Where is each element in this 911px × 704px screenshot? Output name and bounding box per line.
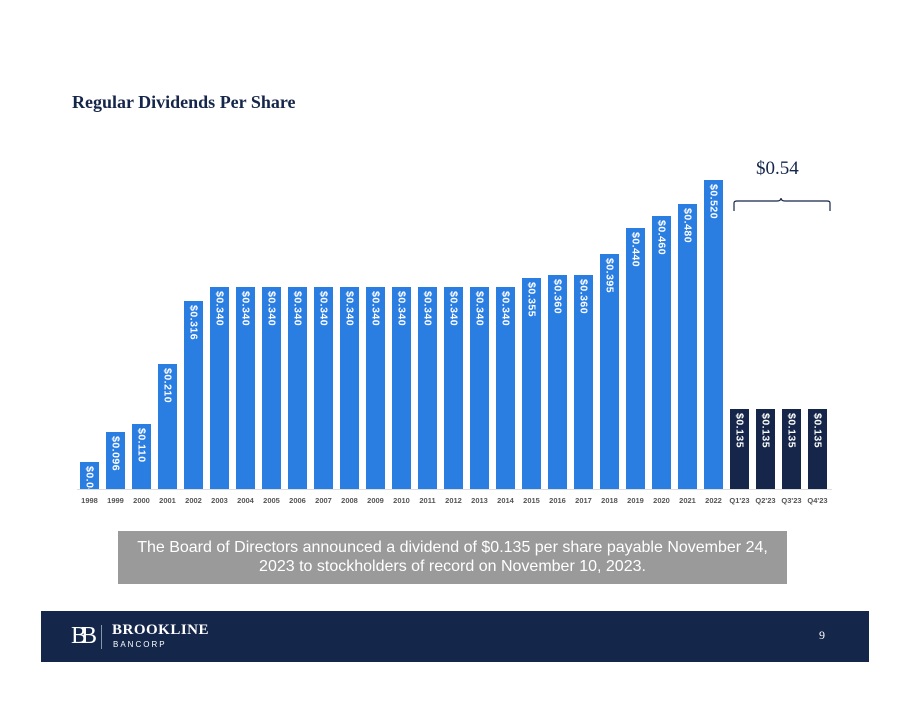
bar: $0.210	[158, 364, 177, 489]
data-label: $0.480	[681, 207, 694, 243]
data-label: $0.355	[525, 282, 538, 318]
bar: $0.135	[756, 408, 775, 489]
data-label: $0.340	[369, 290, 382, 327]
bar: $0.340	[210, 286, 229, 489]
x-tick-label: 1998	[81, 496, 98, 505]
data-label: $0.340	[421, 290, 434, 327]
bar: $0.340	[392, 286, 411, 489]
logo-divider	[101, 625, 102, 649]
data-label: $0.520	[707, 184, 720, 220]
data-label: $0.110	[135, 427, 148, 463]
data-label: $0.340	[213, 290, 226, 327]
bar: $0.340	[444, 286, 463, 489]
x-tick-label: 2005	[263, 496, 280, 505]
data-label: $0.340	[395, 290, 408, 327]
x-tick-label: Q4'23	[807, 496, 828, 505]
data-label: $0.395	[603, 258, 616, 294]
data-label: $0.340	[317, 290, 330, 327]
bar: $0.135	[782, 408, 801, 489]
brand-name: BROOKLINE	[112, 622, 210, 638]
data-label: $0.340	[265, 290, 278, 327]
data-label: $0.096	[109, 435, 122, 472]
bar: $0.340	[340, 286, 359, 489]
data-label: $0.135	[759, 412, 772, 448]
bar: $0.340	[288, 286, 307, 489]
bar: $0.395	[600, 254, 619, 489]
data-label: $0.340	[447, 290, 460, 327]
bar: $0.340	[262, 286, 281, 489]
footer: BB BROOKLINE BANCORP 9	[41, 611, 869, 662]
bar-chart: $0.046 1998 $0.096 1999 $0.110 2000 $0.210 2001…	[77, 180, 832, 505]
data-label: $0.210	[161, 368, 174, 404]
bar: $0.135	[808, 408, 827, 489]
data-label: $0.046	[83, 465, 96, 489]
bar: $0.316	[184, 301, 203, 489]
data-label: $0.135	[733, 412, 746, 448]
bar: $0.360	[548, 275, 567, 489]
x-tick-label: 2013	[471, 496, 488, 505]
x-tick-label: 2011	[419, 496, 436, 505]
dividend-note: The Board of Directors announced a divid…	[118, 531, 787, 584]
x-tick-label: 2018	[601, 496, 618, 505]
x-tick-label: 2001	[159, 496, 176, 505]
bar: $0.360	[574, 275, 593, 489]
bar: $0.460	[652, 215, 671, 489]
x-tick-label: 2021	[679, 496, 696, 505]
bar: $0.096	[106, 431, 125, 489]
bar: $0.340	[496, 286, 515, 489]
bar: $0.135	[730, 408, 749, 489]
data-label: $0.316	[187, 305, 200, 341]
data-label: $0.135	[811, 412, 824, 448]
x-tick-label: 2020	[653, 496, 670, 505]
data-label: $0.340	[499, 290, 512, 327]
total-bracket	[733, 198, 831, 211]
data-label: $0.360	[577, 279, 590, 315]
chart-title: Regular Dividends Per Share	[72, 92, 296, 112]
data-label: $0.340	[473, 290, 486, 327]
bar: $0.340	[236, 286, 255, 489]
page-number: 9	[819, 628, 825, 642]
data-label: $0.340	[291, 290, 304, 327]
x-tick-label: 2009	[367, 496, 384, 505]
x-tick-label: 1999	[107, 496, 124, 505]
bar: $0.340	[418, 286, 437, 489]
x-tick-label: 2007	[315, 496, 332, 505]
x-tick-label: Q3'23	[781, 496, 802, 505]
bar: $0.110	[132, 423, 151, 489]
x-tick-label: 2014	[497, 496, 514, 505]
x-tick-label: 2002	[185, 496, 202, 505]
x-tick-label: Q1'23	[729, 496, 750, 505]
bar: $0.440	[626, 227, 645, 489]
x-tick-label: 2006	[289, 496, 306, 505]
x-tick-label: 2022	[705, 496, 722, 505]
data-label: $0.440	[629, 231, 642, 267]
x-tick-label: 2010	[393, 496, 410, 505]
x-tick-label: 2000	[133, 496, 150, 505]
bar: $0.520	[704, 180, 723, 489]
x-axis	[77, 489, 832, 490]
data-label: $0.460	[655, 219, 668, 255]
x-tick-label: 2015	[523, 496, 540, 505]
data-label: $0.360	[551, 279, 564, 315]
x-tick-label: 2017	[575, 496, 592, 505]
bar: $0.046	[80, 461, 99, 489]
x-tick-label: Q2'23	[755, 496, 776, 505]
x-tick-label: 2016	[549, 496, 566, 505]
bar: $0.480	[678, 203, 697, 489]
bar: $0.340	[470, 286, 489, 489]
x-tick-label: 2004	[237, 496, 254, 505]
annual-total-label: $0.54	[756, 158, 799, 179]
data-label: $0.135	[785, 412, 798, 448]
x-tick-label: 2019	[627, 496, 644, 505]
data-label: $0.340	[343, 290, 356, 327]
x-tick-label: 2003	[211, 496, 228, 505]
bar: $0.340	[314, 286, 333, 489]
x-tick-label: 2008	[341, 496, 358, 505]
x-tick-label: 2012	[445, 496, 462, 505]
data-label: $0.340	[239, 290, 252, 327]
bar: $0.355	[522, 278, 541, 489]
logo-icon: BB	[71, 623, 97, 649]
bar: $0.340	[366, 286, 385, 489]
brand-subtitle: BANCORP	[113, 640, 167, 649]
